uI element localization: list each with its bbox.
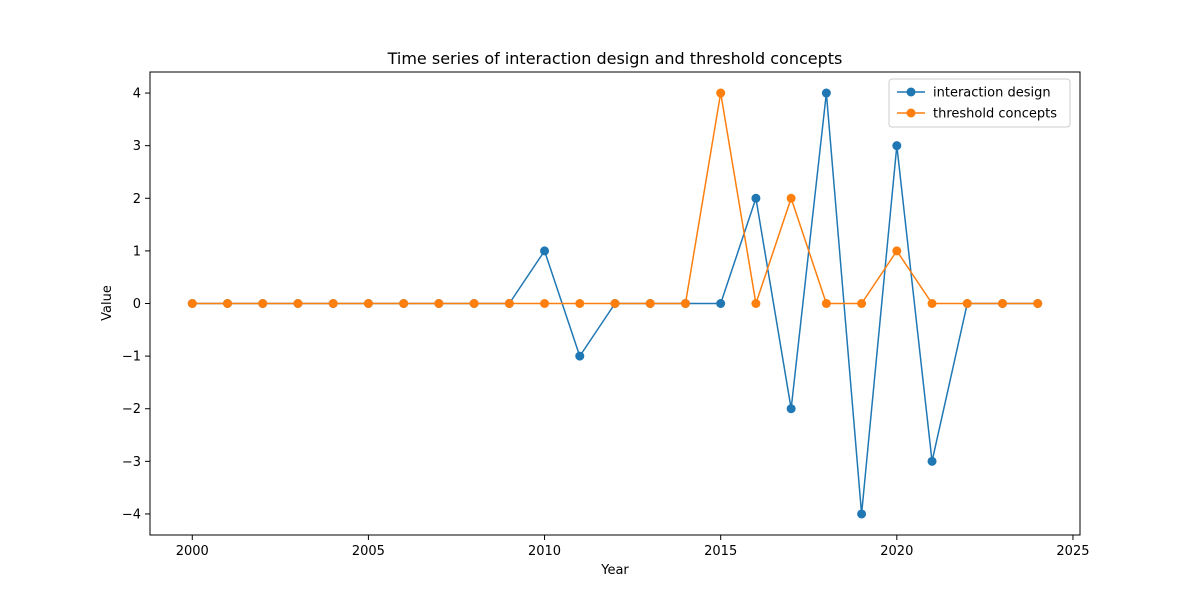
data-point — [575, 299, 585, 308]
data-point — [645, 299, 655, 308]
y-tick-label: −2 — [122, 402, 141, 417]
x-tick-label: 2025 — [1056, 544, 1089, 559]
data-point — [504, 299, 514, 308]
data-point — [751, 193, 761, 203]
data-point — [258, 299, 268, 308]
data-point — [786, 193, 796, 203]
legend-swatch-marker — [906, 87, 916, 97]
data-point — [927, 299, 937, 308]
y-tick-label: 1 — [133, 244, 141, 259]
data-point — [857, 299, 867, 308]
data-point — [998, 299, 1007, 308]
y-tick-label: 3 — [133, 139, 141, 154]
legend: interaction design threshold concepts — [888, 78, 1071, 128]
x-tick-label: 2000 — [176, 544, 209, 559]
data-point — [680, 299, 690, 308]
y-tick-label: −1 — [122, 350, 141, 365]
data-point — [962, 299, 972, 308]
y-tick-label: −3 — [122, 455, 141, 470]
legend-swatch-marker — [906, 108, 916, 118]
data-point — [751, 299, 761, 308]
y-tick-label: 0 — [133, 297, 141, 312]
data-point — [1033, 299, 1043, 308]
y-axis-label: Value — [100, 285, 115, 321]
data-point — [857, 509, 867, 519]
y-tick-label: 4 — [133, 87, 141, 102]
data-point — [540, 299, 550, 308]
data-point — [363, 299, 373, 308]
x-tick-label: 2010 — [528, 544, 561, 559]
y-axis: −4 −3 −2 −1 0 1 2 3 4 — [122, 87, 150, 522]
data-point — [821, 299, 831, 308]
legend-entry-label: interaction design — [933, 86, 1051, 101]
data-point — [575, 351, 585, 361]
x-axis: 2000 2005 2010 2015 2020 2025 — [176, 535, 1090, 559]
data-point — [892, 141, 902, 151]
data-point — [328, 299, 338, 308]
data-point — [187, 299, 197, 308]
legend-box — [888, 78, 1071, 128]
data-point — [469, 299, 479, 308]
data-point — [434, 299, 444, 308]
x-tick-label: 2005 — [352, 544, 385, 559]
plot-area — [187, 88, 1043, 519]
data-point — [892, 246, 902, 256]
chart-title: Time series of interaction design and th… — [387, 49, 843, 68]
legend-entry-label: threshold concepts — [933, 107, 1057, 122]
data-point — [293, 299, 303, 308]
data-point — [399, 299, 409, 308]
y-tick-label: 2 — [133, 192, 141, 207]
data-point — [716, 88, 726, 98]
data-point — [716, 299, 726, 308]
data-point — [540, 246, 550, 256]
data-point — [821, 88, 831, 98]
data-point — [223, 299, 232, 308]
data-point — [927, 456, 937, 466]
series-threshold-concepts — [187, 88, 1043, 308]
data-point — [610, 299, 620, 308]
x-axis-label: Year — [600, 563, 629, 578]
x-tick-label: 2020 — [880, 544, 913, 559]
x-tick-label: 2015 — [704, 544, 737, 559]
y-tick-label: −4 — [122, 507, 141, 522]
data-point — [786, 404, 796, 414]
